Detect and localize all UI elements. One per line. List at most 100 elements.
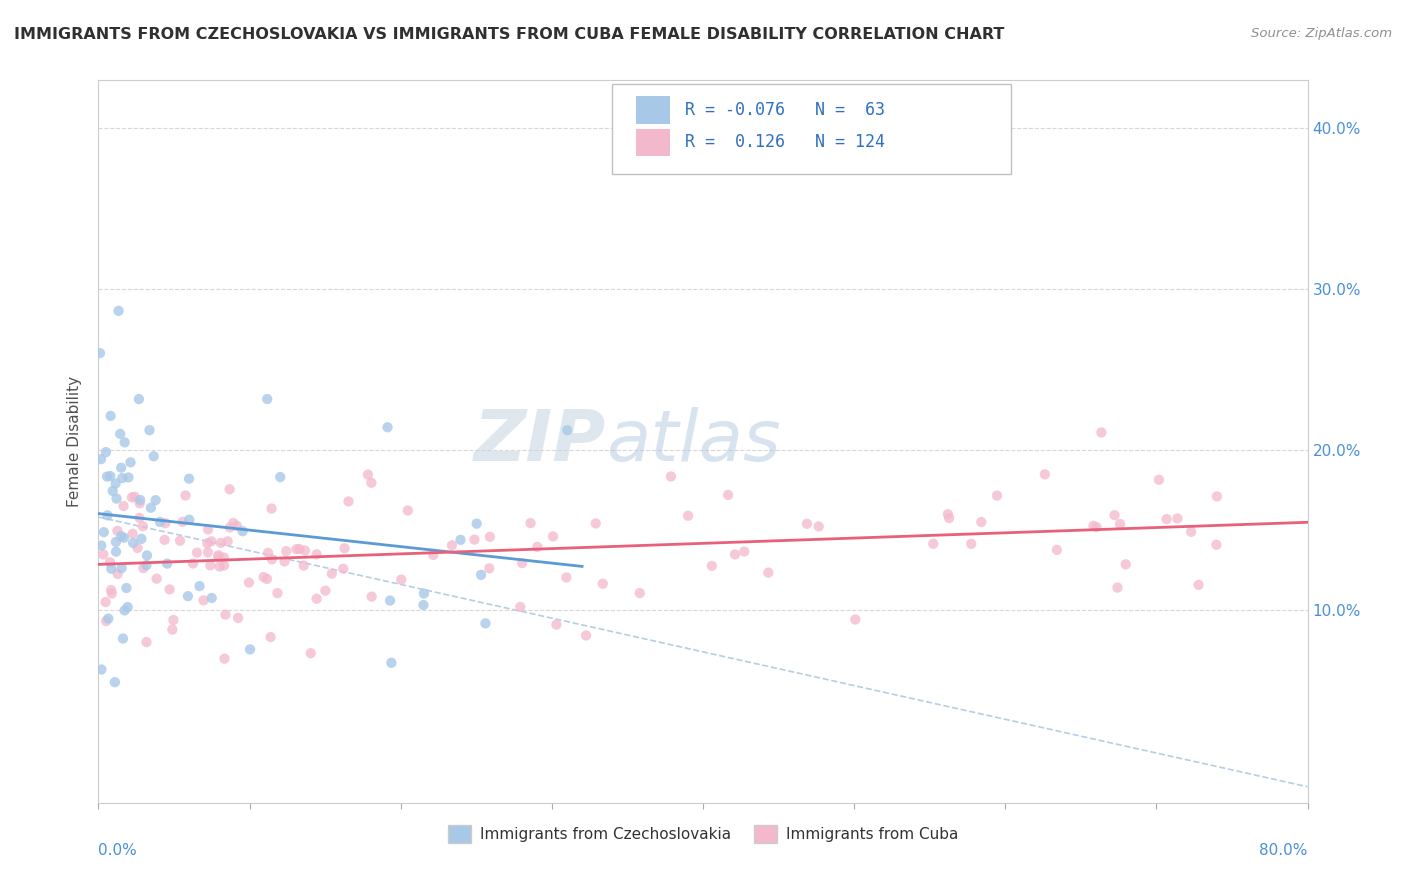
Point xyxy=(474,616,496,631)
Point xyxy=(733,544,755,558)
Point xyxy=(207,549,229,564)
Point xyxy=(131,532,153,546)
Point xyxy=(100,583,122,598)
Point xyxy=(122,536,145,550)
Point xyxy=(299,646,322,660)
Point xyxy=(1156,512,1178,526)
Point xyxy=(104,535,127,549)
Point xyxy=(132,561,155,575)
Point xyxy=(526,540,548,554)
Point xyxy=(139,500,162,515)
Point xyxy=(179,513,201,527)
Point xyxy=(97,611,120,625)
Point xyxy=(98,555,121,569)
Point xyxy=(756,566,779,580)
Point xyxy=(314,583,336,598)
Point xyxy=(232,524,254,539)
Point xyxy=(592,576,614,591)
Text: R =  0.126   N = 124: R = 0.126 N = 124 xyxy=(685,134,884,152)
Point xyxy=(145,572,167,586)
Point xyxy=(135,635,157,649)
Point xyxy=(239,642,262,657)
Point xyxy=(450,533,472,547)
Point xyxy=(193,593,215,607)
Text: R = -0.076   N =  63: R = -0.076 N = 63 xyxy=(685,101,884,119)
Point xyxy=(412,598,434,612)
Point xyxy=(377,420,399,434)
Point xyxy=(1166,511,1188,525)
Point xyxy=(155,516,177,531)
Point xyxy=(936,507,959,521)
Point xyxy=(90,539,112,553)
Point xyxy=(94,445,117,459)
Point xyxy=(1205,538,1227,552)
Point xyxy=(153,533,176,547)
Point xyxy=(136,549,159,563)
Point xyxy=(214,651,236,665)
Point xyxy=(112,531,135,545)
Point xyxy=(217,534,239,549)
Point xyxy=(470,567,492,582)
Point xyxy=(509,599,531,614)
Legend: Immigrants from Czechoslovakia, Immigrants from Cuba: Immigrants from Czechoslovakia, Immigran… xyxy=(441,819,965,849)
FancyBboxPatch shape xyxy=(613,84,1011,174)
Point xyxy=(260,501,283,516)
Point xyxy=(440,538,463,552)
Point xyxy=(422,548,444,562)
Point xyxy=(195,536,218,550)
Point xyxy=(337,494,360,508)
Text: ZIP: ZIP xyxy=(474,407,606,476)
Point xyxy=(260,552,283,566)
Point xyxy=(585,516,607,531)
Point xyxy=(105,491,128,506)
Point xyxy=(110,460,132,475)
Point xyxy=(104,675,127,690)
Point xyxy=(101,586,124,600)
Point xyxy=(201,591,224,605)
Point xyxy=(628,586,651,600)
Point xyxy=(226,519,249,533)
Point xyxy=(112,499,135,513)
Point xyxy=(305,548,328,562)
Point xyxy=(970,515,993,529)
Point xyxy=(1115,558,1137,572)
Point xyxy=(222,516,245,530)
Point xyxy=(218,520,240,534)
Point xyxy=(172,515,194,529)
Point xyxy=(212,550,235,565)
Point xyxy=(101,483,124,498)
Point xyxy=(186,546,208,560)
Point xyxy=(121,491,143,505)
Point xyxy=(159,582,181,597)
Point xyxy=(145,493,167,508)
Point xyxy=(135,558,157,573)
Text: IMMIGRANTS FROM CZECHOSLOVAKIA VS IMMIGRANTS FROM CUBA FEMALE DISABILITY CORRELA: IMMIGRANTS FROM CZECHOSLOVAKIA VS IMMIGR… xyxy=(14,27,1004,42)
Point xyxy=(1109,516,1132,531)
Point xyxy=(214,607,236,622)
Point xyxy=(333,541,356,556)
Point xyxy=(120,455,142,469)
Point xyxy=(273,554,295,568)
Point xyxy=(796,516,818,531)
Point xyxy=(478,561,501,575)
Point xyxy=(174,488,197,502)
Point xyxy=(90,663,112,677)
Point xyxy=(1090,425,1112,440)
Text: Source: ZipAtlas.com: Source: ZipAtlas.com xyxy=(1251,27,1392,40)
Point xyxy=(510,556,533,570)
Point xyxy=(200,534,222,549)
Point xyxy=(91,548,114,562)
Point xyxy=(132,519,155,533)
Point xyxy=(100,562,122,576)
Point xyxy=(129,493,152,508)
Point xyxy=(1033,467,1056,482)
Point xyxy=(700,558,723,573)
Text: 0.0%: 0.0% xyxy=(98,843,138,858)
Point xyxy=(104,476,127,491)
Point xyxy=(142,449,165,463)
Point xyxy=(149,515,172,529)
Point xyxy=(111,632,134,646)
Point xyxy=(96,469,118,483)
Point xyxy=(922,537,945,551)
Point xyxy=(960,537,983,551)
